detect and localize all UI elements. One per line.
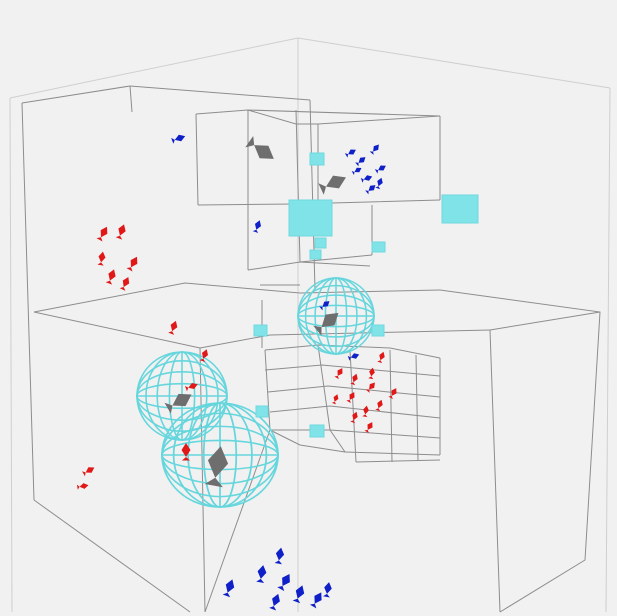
red-fish-agent[interactable]: [199, 348, 209, 363]
blue-fish-agent[interactable]: [319, 299, 331, 311]
red-fish-agent[interactable]: [377, 351, 386, 364]
red-fish-agent[interactable]: [350, 373, 359, 386]
red-fish-agent[interactable]: [364, 421, 375, 434]
blue-fish-agent[interactable]: [355, 155, 367, 167]
blue-fish-agent[interactable]: [347, 352, 361, 361]
blue-fish-agent[interactable]: [369, 143, 381, 155]
blue-fish-agent[interactable]: [252, 219, 262, 234]
red-fish-agent[interactable]: [96, 225, 110, 242]
food-cube: [253, 324, 268, 337]
red-fish-agent[interactable]: [362, 405, 370, 418]
red-fish-agent[interactable]: [375, 399, 384, 412]
blue-fish-agent[interactable]: [269, 592, 282, 611]
red-fish-agent[interactable]: [184, 381, 199, 392]
red-fish-agent[interactable]: [350, 411, 359, 424]
food-cube: [314, 237, 327, 249]
blue-fish-agent[interactable]: [375, 177, 384, 190]
red-fish-agent[interactable]: [105, 268, 117, 285]
outer-bounding-box: [9, 37, 611, 613]
blue-fish-agent[interactable]: [351, 166, 363, 175]
cyan-food-cubes: [253, 152, 479, 438]
blue-fish-agent[interactable]: [309, 590, 325, 609]
red-fish-agent[interactable]: [126, 255, 140, 272]
red-fish-agent[interactable]: [181, 443, 191, 461]
blue-fish-agent[interactable]: [274, 547, 285, 565]
red-fish-agent[interactable]: [115, 223, 127, 240]
grey-predator-agent[interactable]: [164, 388, 195, 414]
blue-fish-agent[interactable]: [374, 163, 388, 174]
grey-predator-agent[interactable]: [245, 135, 278, 165]
grey-predator-agents: [164, 135, 349, 488]
red-fish-agent[interactable]: [119, 276, 131, 291]
red-fish-agent[interactable]: [365, 381, 377, 393]
food-cube-large: [441, 194, 479, 224]
red-fish-agent[interactable]: [97, 251, 106, 266]
blue-fish-agent[interactable]: [256, 564, 268, 584]
grey-predator-agent[interactable]: [204, 444, 231, 488]
blue-fish-agent[interactable]: [292, 584, 306, 604]
red-fish-agent[interactable]: [346, 391, 357, 404]
red-fish-agent[interactable]: [76, 482, 89, 490]
red-fish-agent[interactable]: [82, 465, 96, 477]
food-cube: [255, 405, 269, 418]
red-fish-agent[interactable]: [388, 387, 399, 400]
red-fish-agent[interactable]: [334, 367, 345, 380]
food-cube: [309, 424, 325, 438]
food-cube: [371, 324, 385, 337]
blue-fish-agent[interactable]: [344, 147, 358, 158]
red-fish-agent[interactable]: [368, 367, 376, 380]
food-cube-large: [288, 199, 333, 237]
grey-predator-agent[interactable]: [313, 308, 343, 336]
blue-fish-agent[interactable]: [171, 133, 186, 144]
blue-fish-agent[interactable]: [323, 581, 333, 598]
red-fish-agents: [76, 223, 399, 490]
red-fish-agent[interactable]: [168, 320, 179, 335]
food-cube: [309, 249, 322, 260]
blue-fish-agent[interactable]: [365, 183, 377, 195]
grey-predator-agent[interactable]: [318, 171, 349, 195]
blue-fish-agent[interactable]: [222, 578, 236, 598]
red-fish-agent[interactable]: [331, 393, 340, 405]
blue-fish-agents: [171, 133, 388, 611]
blue-fish-agent[interactable]: [360, 174, 374, 183]
food-cube: [371, 241, 386, 253]
food-cube: [309, 152, 325, 166]
blue-fish-agent[interactable]: [277, 572, 294, 592]
